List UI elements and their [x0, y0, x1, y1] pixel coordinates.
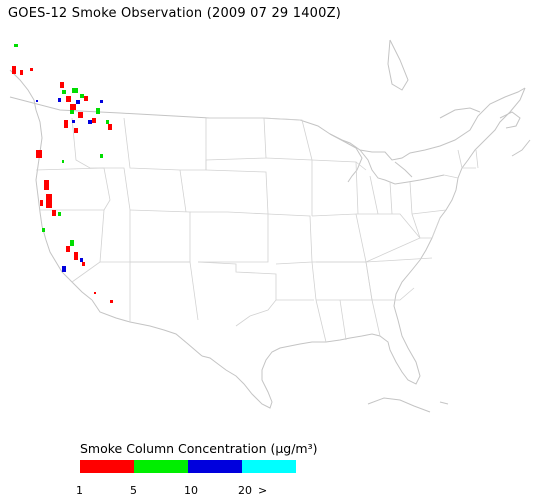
legend-tick-label: 1: [76, 484, 83, 497]
country-outline: [9, 39, 531, 413]
smoke-blue: [36, 98, 103, 272]
state-boundaries: [35, 117, 479, 343]
legend-tick-label: 10: [184, 484, 198, 497]
legend-swatch-4: [242, 460, 296, 473]
legend-title: Smoke Column Concentration (μg/m³): [80, 441, 318, 456]
smoke-green: [14, 44, 109, 246]
legend-tick-label-end: >: [258, 484, 268, 497]
legend-swatch-3: [188, 460, 242, 473]
legend-tick-label: 20: [238, 484, 252, 497]
legend-swatch-1: [80, 460, 134, 473]
smoke-red: [12, 66, 113, 303]
legend-swatch-2: [134, 460, 188, 473]
map-title: GOES-12 Smoke Observation (2009 07 29 14…: [8, 6, 341, 21]
legend-tick-label: 5: [130, 484, 137, 497]
